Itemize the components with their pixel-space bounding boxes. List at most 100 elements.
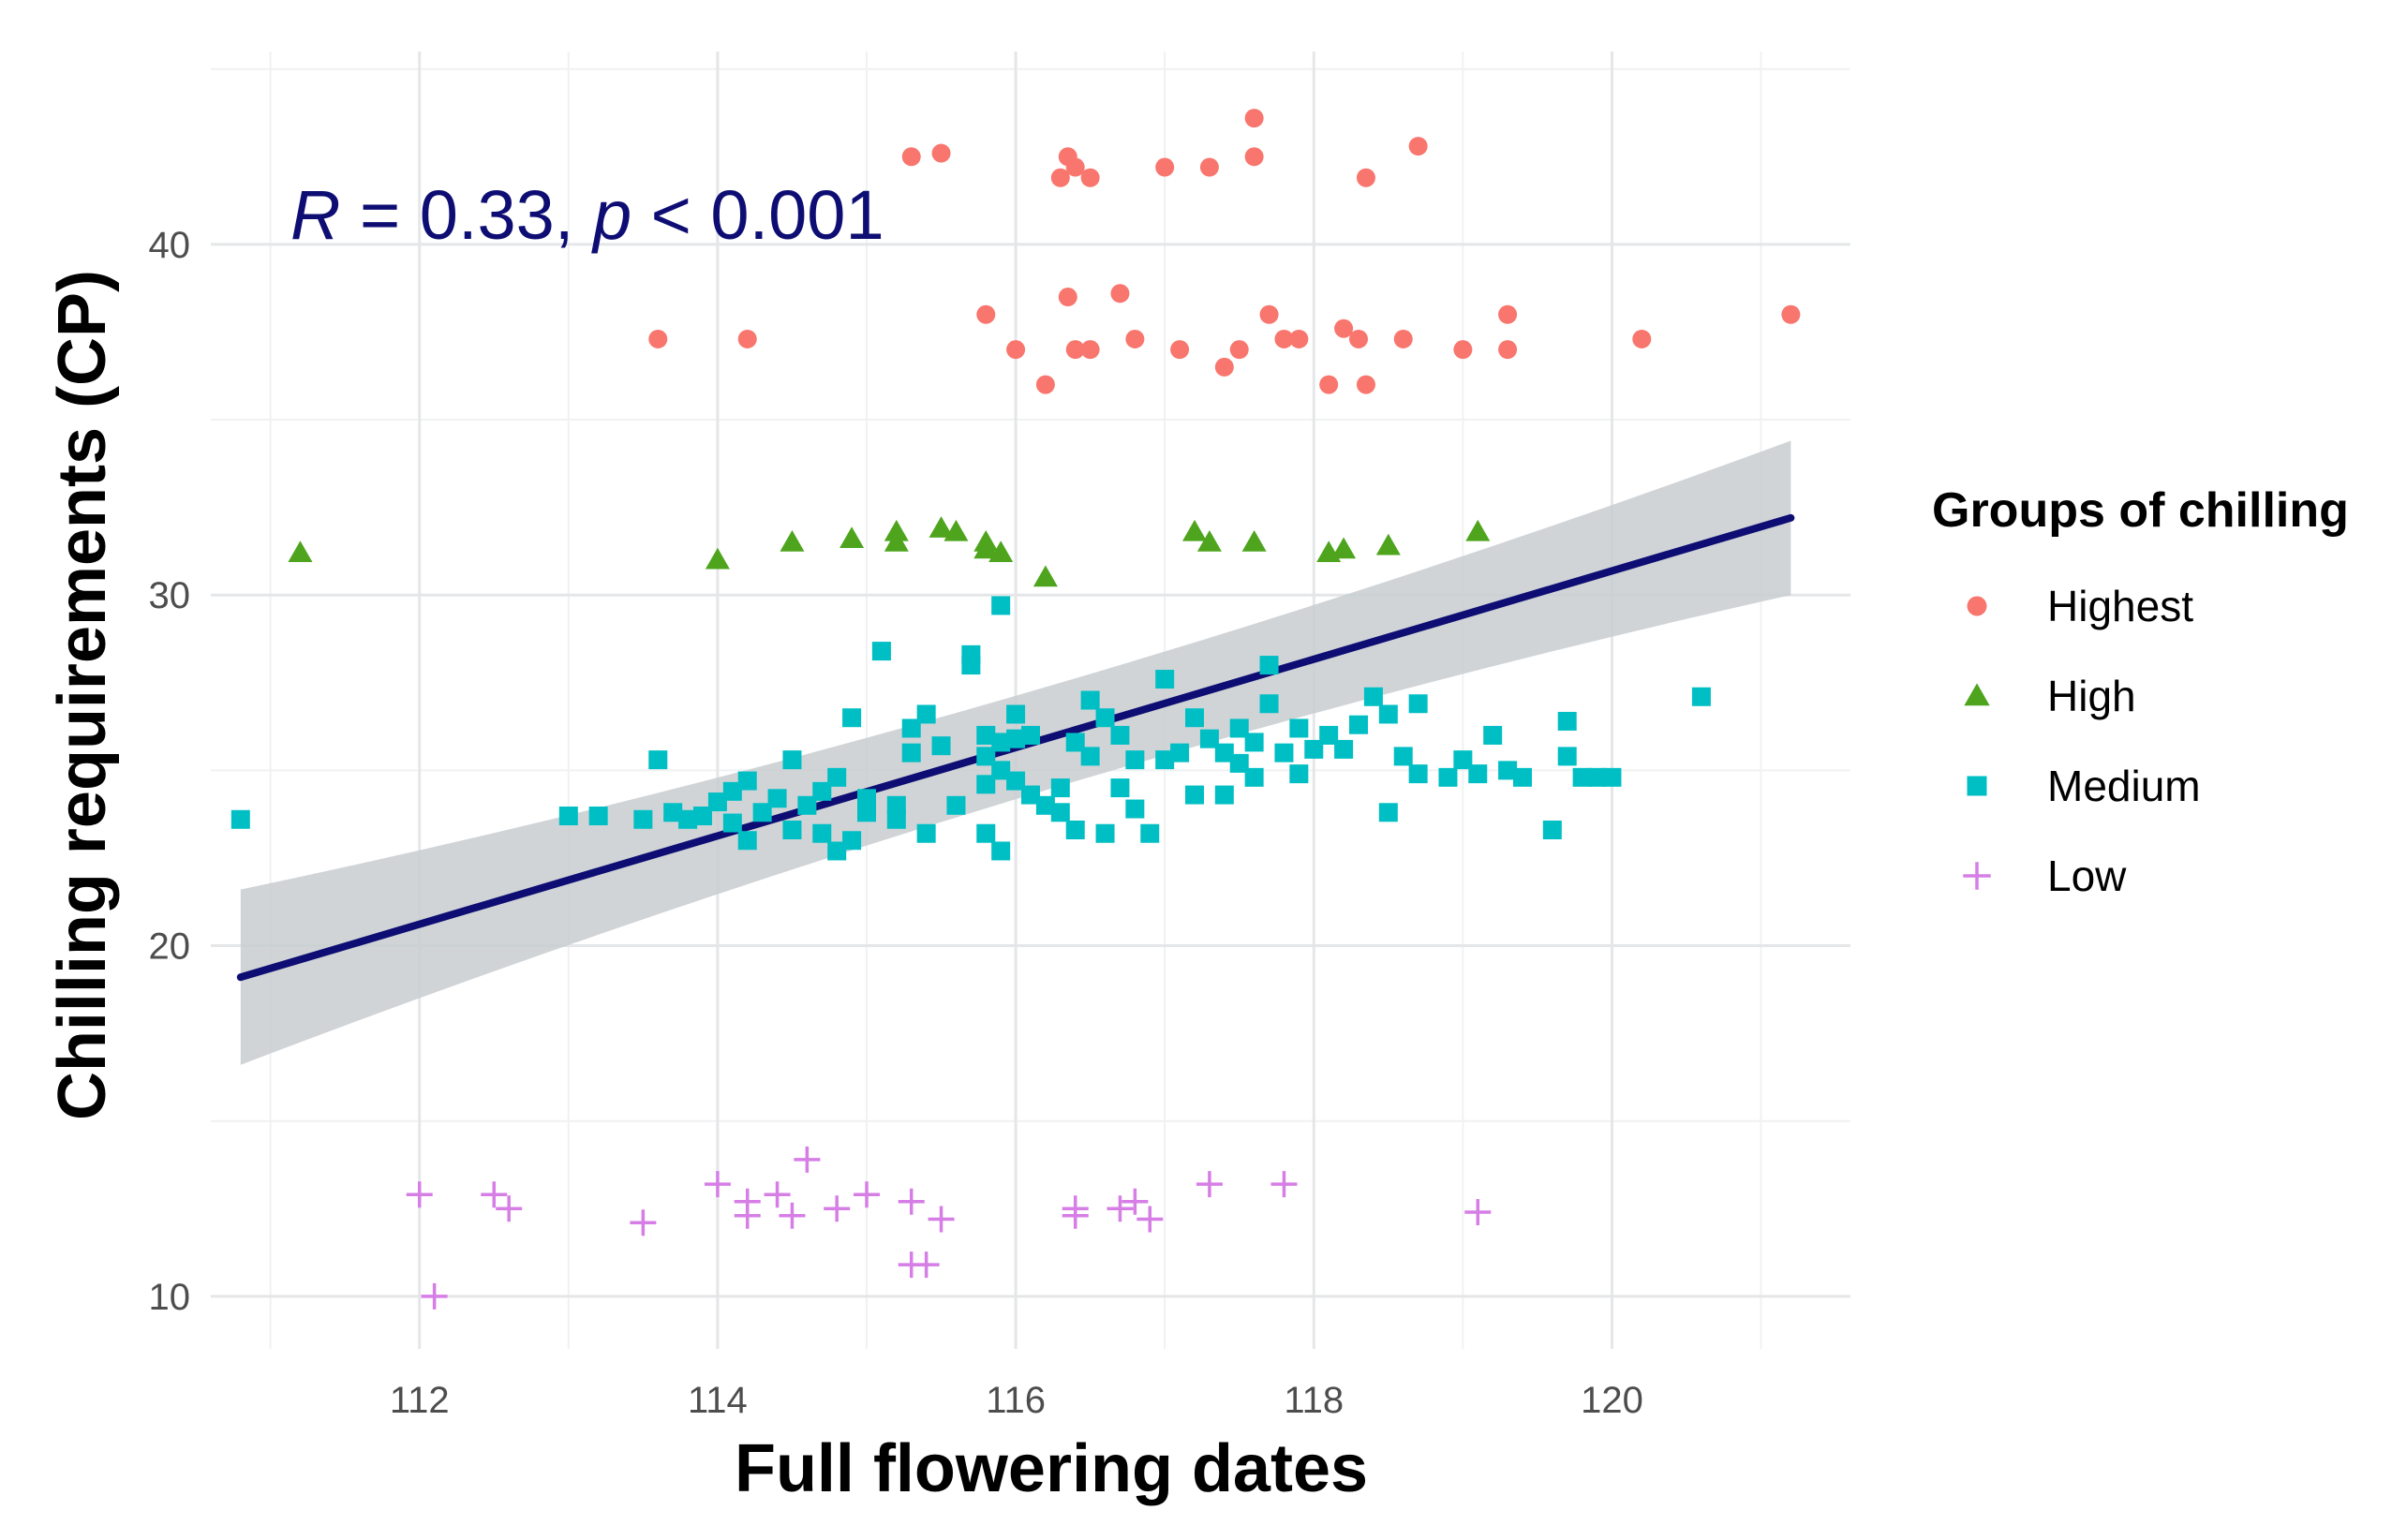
data-point-highest [1244,109,1264,128]
data-point-medium [782,750,802,770]
data-point-medium [1170,743,1190,763]
data-point-medium [946,795,966,815]
data-point-low [1122,1188,1149,1215]
y-axis-title: Chilling requirements (CP) [45,270,120,1120]
confidence-band-layer [240,440,1791,1065]
data-point-medium [1498,761,1518,780]
data-point-highest [1244,147,1264,167]
data-points-layer [230,109,1801,1310]
data-point-low [734,1202,761,1229]
data-point-highest [1229,340,1249,360]
data-point-medium [916,823,936,843]
data-point-highest [1110,284,1130,304]
data-point-highest [1155,157,1175,177]
data-point-highest [1065,157,1085,177]
data-point-medium [1259,694,1279,714]
data-point-low [898,1188,925,1215]
data-point-highest [1058,288,1077,307]
data-point-medium [886,809,906,829]
r-value-text: = 0.33, [340,176,592,254]
data-point-highest [737,329,757,348]
legend-label-high: High [2047,672,2136,720]
data-point-highest [1199,157,1219,177]
data-point-highest [1080,168,1100,187]
data-point-medium [976,823,996,843]
data-point-medium [901,718,921,738]
legend-key-low [1963,862,1991,890]
p-symbol: p [591,176,631,254]
data-point-medium [1095,823,1115,843]
data-point-medium [1065,733,1085,752]
y-tick-labels: 10 20 30 40 [149,225,191,1318]
data-point-low [928,1206,955,1233]
data-point-medium [1050,803,1070,822]
data-point-highest [1781,304,1801,324]
data-point-medium [812,781,832,801]
data-point-medium [976,725,996,745]
data-point-medium [648,750,668,770]
data-point-highest [1035,375,1055,394]
data-point-high [929,516,954,538]
data-point-medium [842,708,862,728]
data-point-medium [1691,687,1711,706]
data-point-highest [1498,340,1518,360]
data-point-highest [1393,329,1413,348]
data-point-highest [648,329,668,348]
data-point-medium [558,807,578,826]
series-low [406,1146,1492,1310]
series-highest [648,109,1801,394]
data-point-medium [1483,725,1503,745]
data-point-low [1196,1171,1223,1198]
data-point-medium [767,789,787,808]
data-point-low [854,1181,880,1208]
data-point-high [1182,519,1207,541]
data-point-highest [1498,304,1518,324]
data-point-medium [991,841,1011,861]
legend: Groups of chilling Highest High Medium Low [1932,483,2349,900]
data-point-medium [1229,753,1249,773]
data-point-low [764,1181,791,1208]
x-tick-labels: 112 114 116 118 120 [390,1380,1643,1421]
x-tick-label: 114 [688,1380,748,1421]
data-point-high [288,540,313,563]
data-point-medium [1572,767,1592,787]
data-point-medium [1244,733,1264,752]
legend-key-high [1964,683,1990,706]
data-point-medium [1259,656,1279,675]
data-point-highest [1453,340,1473,360]
series-medium [230,596,1711,861]
data-point-high [780,530,805,552]
data-point-medium [1304,739,1324,759]
data-point-low [421,1282,448,1310]
legend-key-highest [1967,596,1987,616]
legend-label-medium: Medium [2047,762,2201,810]
data-point-medium [1319,725,1339,745]
data-point-medium [1110,725,1130,745]
data-point-medium [1125,750,1145,770]
data-point-low [1270,1171,1298,1198]
minor-grid [211,52,1850,1349]
data-point-medium [1006,704,1026,724]
data-point-medium [230,809,250,829]
data-point-medium [1393,747,1413,766]
data-point-high [1465,519,1491,541]
y-tick-label: 20 [149,926,191,968]
data-point-highest [1632,329,1652,348]
data-point-medium [1244,767,1264,787]
data-point-medium [588,807,608,826]
data-point-medium [901,743,921,763]
data-point-highest [1125,329,1145,348]
y-tick-label: 10 [149,1277,191,1318]
data-point-medium [1408,694,1428,714]
data-point-highest [1334,318,1354,338]
legend-label-highest: Highest [2047,582,2193,630]
data-point-highest [931,143,951,163]
data-point-low [704,1171,731,1198]
confidence-band [240,440,1791,1065]
data-point-medium [1363,687,1383,706]
data-point-medium [1095,708,1115,728]
r-symbol: R [290,176,340,254]
data-point-high [884,530,909,552]
legend-label-low: Low [2047,851,2127,900]
data-point-medium [1602,767,1622,787]
